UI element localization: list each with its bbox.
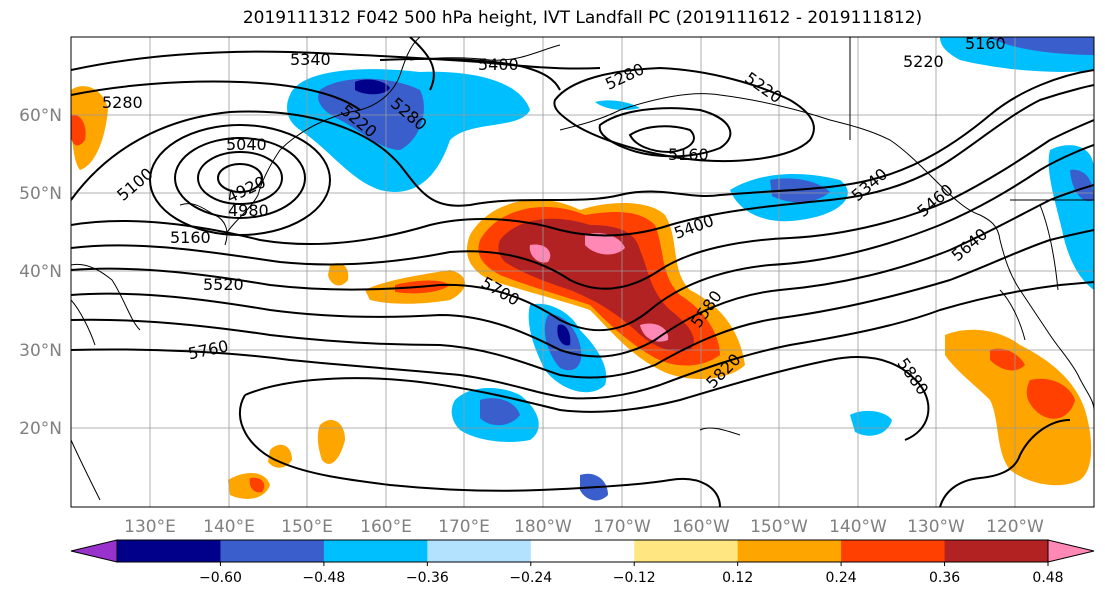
lat-label: 30°N (19, 341, 62, 361)
height-contours (71, 37, 1094, 507)
lon-label: 150°W (750, 517, 808, 537)
colorbar-border (116, 539, 1049, 563)
lon-label: 150°E (281, 517, 333, 537)
colorbar-tick-label: −0.24 (509, 570, 552, 586)
colorbar-segment (117, 540, 221, 562)
colorbar-segment (634, 540, 739, 562)
colorbar-extend-min (70, 539, 118, 563)
contour-label: 5160 (170, 228, 211, 247)
contour-label: 5040 (226, 135, 267, 154)
lat-label: 50°N (19, 184, 62, 204)
lat-label: 60°N (19, 106, 62, 126)
colorbar-segment (944, 540, 1049, 562)
lon-label: 130°W (907, 517, 965, 537)
latitude-labels: 60°N 50°N 40°N 30°N 20°N (19, 106, 62, 439)
contour-label: 4980 (228, 201, 269, 220)
map-title: 2019111312 F042 500 hPa height, IVT Land… (242, 8, 923, 28)
colorbar-tick-label: −0.60 (199, 570, 242, 586)
colorbar-segment (737, 540, 842, 562)
colorbar-tick-label: 0.24 (826, 570, 857, 586)
lon-label: 130°E (124, 517, 176, 537)
contour-label: 5220 (903, 52, 944, 71)
lon-label: 160°W (672, 517, 730, 537)
colorbar-tick-label: −0.48 (302, 570, 345, 586)
colorbar-extend-max (1047, 539, 1095, 563)
colorbar-ticks: −0.60 −0.48 −0.36 −0.24 −0.12 0.12 0.24 0.36 0.4… (199, 562, 1064, 586)
colorbar-tick-label: −0.12 (613, 570, 656, 586)
contour-label: 5160 (965, 34, 1006, 53)
colorbar-segment (220, 540, 325, 562)
contour-label: 5400 (478, 55, 519, 74)
colorbar-segment (530, 540, 635, 562)
lon-label: 160°E (360, 517, 412, 537)
lon-label: 170°E (438, 517, 490, 537)
lon-label: 170°W (593, 517, 651, 537)
lat-label: 40°N (19, 262, 62, 282)
contour-label: 5160 (668, 145, 709, 164)
map-frame (70, 36, 1095, 508)
lat-label: 20°N (19, 419, 62, 439)
contour-label: 5520 (203, 275, 244, 294)
colorbar-segment (427, 540, 532, 562)
lon-label: 140°W (829, 517, 887, 537)
colorbar-tick-label: −0.36 (406, 570, 449, 586)
colorbar-segment (841, 540, 946, 562)
colorbar-tick-label: 0.36 (929, 570, 960, 586)
colorbar-tick-label: 0.48 (1032, 570, 1063, 586)
contour-label: 5340 (290, 50, 331, 69)
lon-label: 180°W (514, 517, 572, 537)
colorbar (70, 539, 1095, 563)
colorbar-segment (323, 540, 428, 562)
colorbar-tick-label: 0.12 (722, 570, 753, 586)
lon-label: 120°W (986, 517, 1044, 537)
contour-label: 5280 (102, 93, 143, 112)
lon-label: 140°E (203, 517, 255, 537)
longitude-labels: 130°E 140°E 150°E 160°E 170°E 180°W 170°… (124, 517, 1044, 537)
